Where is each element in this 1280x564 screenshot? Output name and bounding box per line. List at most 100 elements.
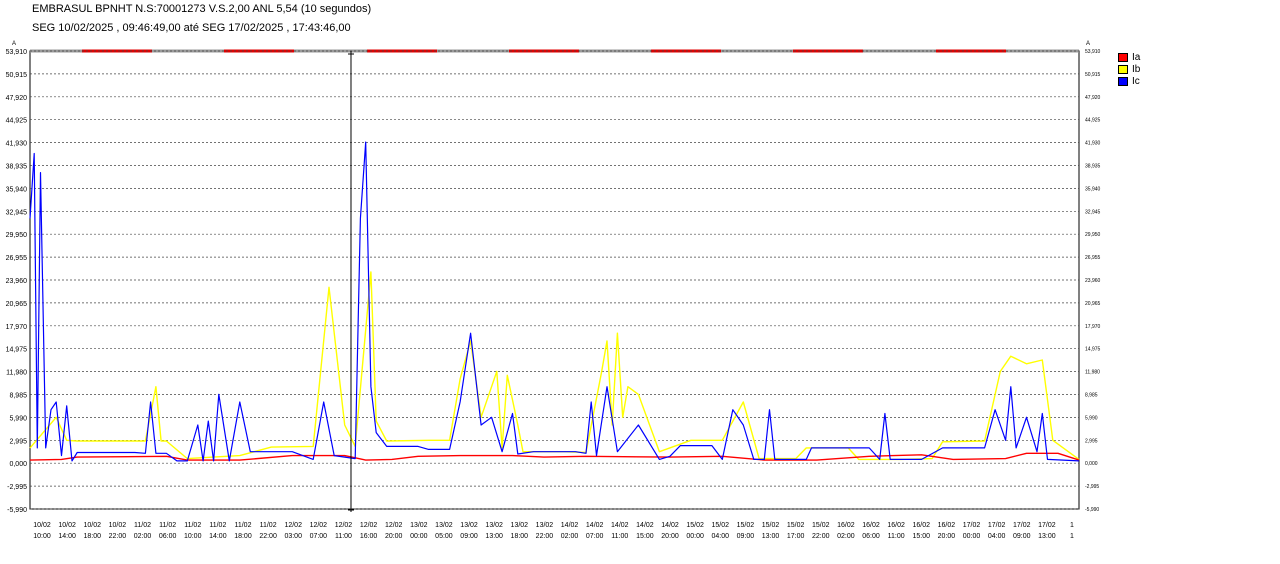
x-tick-label-date: 13/02: [410, 522, 428, 529]
x-tick-label-date: 11/02: [260, 522, 277, 529]
x-tick-label-date: 17/02: [1038, 522, 1056, 529]
x-tick-label-date: 13/02: [485, 522, 503, 529]
y-tick-label-right: 17,970: [1085, 324, 1101, 330]
x-tick-label-time: 09:00: [737, 533, 755, 540]
series-line-ic: [29, 141, 1080, 462]
y-tick-label-left: 26,955: [6, 255, 28, 262]
x-tick-label-date: 12/02: [335, 522, 353, 529]
y-unit-right: A: [1086, 41, 1090, 47]
x-tick-label-date: 16/02: [913, 522, 931, 529]
y-unit-left: A: [12, 41, 16, 47]
x-tick-label-date: 15/02: [686, 522, 704, 529]
x-tick-label-date: 11/02: [184, 522, 201, 529]
chart-title-line-1: EMBRASUL BPNHT N.S:70001273 V.S.2,00 ANL…: [32, 3, 372, 15]
y-tick-label-left: -2,995: [7, 484, 27, 491]
y-tick-label-left: 38,935: [6, 164, 28, 171]
x-tick-label-date: 13/02: [460, 522, 478, 529]
x-tick-label-date: 15/02: [812, 522, 830, 529]
y-tick-label-right: -2,995: [1085, 484, 1099, 490]
y-tick-label-right: 5,990: [1085, 415, 1098, 421]
x-tick-label-date: 14/02: [661, 522, 679, 529]
x-tick-label-date: 14/02: [636, 522, 654, 529]
y-tick-label-right: 2,995: [1085, 438, 1098, 444]
y-tick-label-left: 14,975: [6, 347, 28, 354]
y-tick-label-right: 14,975: [1085, 347, 1101, 353]
y-tick-label-right: 47,920: [1085, 95, 1101, 101]
x-tick-label-date: 14/02: [561, 522, 579, 529]
y-tick-label-right: 32,945: [1085, 209, 1101, 215]
y-tick-label-left: 53,910: [6, 49, 28, 56]
x-tick-label-time: 07:00: [586, 533, 604, 540]
y-tick-label-left: 47,920: [6, 95, 28, 102]
legend-item-ia: Ia: [1118, 51, 1140, 63]
y-tick-label-right: 53,910: [1085, 49, 1101, 55]
y-tick-label-left: 44,925: [6, 118, 28, 125]
y-tick-label-left: 8,985: [9, 393, 27, 400]
x-tick-label-time: 02:00: [134, 533, 152, 540]
x-tick-label-date: 10/02: [58, 522, 76, 529]
x-tick-label-time: 04:00: [988, 533, 1006, 540]
x-tick-label-time: 22:00: [812, 533, 830, 540]
x-tick-label-date: 1: [1070, 522, 1074, 529]
y-tick-label-right: 44,925: [1085, 118, 1101, 124]
x-tick-label-time: 15:00: [636, 533, 654, 540]
chart-legend: Ia Ib Ic: [1118, 51, 1140, 87]
x-tick-label-time: 15:00: [913, 533, 931, 540]
y-tick-label-left: 35,940: [6, 186, 28, 193]
x-tick-label-time: 22:00: [536, 533, 554, 540]
x-tick-label-date: 11/02: [134, 522, 151, 529]
y-tick-label-left: 0,000: [9, 461, 27, 468]
x-tick-label-time: 10:00: [184, 533, 202, 540]
x-tick-label-time: 06:00: [159, 533, 177, 540]
x-tick-label-time: 05:00: [435, 533, 453, 540]
legend-label-ia: Ia: [1132, 51, 1141, 63]
legend-item-ic: Ic: [1118, 75, 1140, 87]
x-tick-label-time: 13:00: [762, 533, 780, 540]
x-tick-label-date: 10/02: [83, 522, 101, 529]
x-tick-label-date: 14/02: [611, 522, 629, 529]
legend-item-ib: Ib: [1118, 63, 1140, 75]
y-tick-label-right: 38,935: [1085, 164, 1101, 170]
x-tick-label-time: 22:00: [259, 533, 277, 540]
x-tick-label-time: 20:00: [661, 533, 679, 540]
x-tick-label-date: 15/02: [712, 522, 730, 529]
x-tick-label-date: 12/02: [360, 522, 378, 529]
x-tick-label-time: 13:00: [1038, 533, 1056, 540]
y-tick-label-right: -5,990: [1085, 507, 1099, 513]
x-tick-label-time: 09:00: [1013, 533, 1031, 540]
x-tick-label-time: 14:00: [58, 533, 76, 540]
y-tick-label-left: 17,970: [6, 324, 28, 331]
x-tick-label-time: 02:00: [837, 533, 855, 540]
y-tick-label-right: 0,000: [1085, 461, 1098, 467]
y-tick-label-right: 20,965: [1085, 301, 1101, 307]
x-tick-label-date: 12/02: [385, 522, 403, 529]
x-tick-label-time: 11:00: [611, 533, 628, 540]
y-tick-label-left: 32,945: [6, 209, 28, 216]
x-tick-label-date: 15/02: [762, 522, 780, 529]
y-tick-label-left: 29,950: [6, 232, 28, 239]
x-tick-label-time: 09:00: [460, 533, 478, 540]
chart-title-line-2: SEG 10/02/2025 , 09:46:49,00 até SEG 17/…: [32, 22, 351, 34]
y-tick-label-left: -5,990: [7, 507, 27, 514]
x-tick-label-date: 12/02: [310, 522, 328, 529]
y-tick-label-left: 23,960: [6, 278, 28, 285]
y-tick-label-right: 23,960: [1085, 278, 1101, 284]
y-tick-label-right: 8,985: [1085, 393, 1098, 399]
x-tick-label-time: 00:00: [686, 533, 704, 540]
x-tick-label-date: 16/02: [862, 522, 880, 529]
x-tick-label-date: 16/02: [887, 522, 905, 529]
x-tick-label-time: 00:00: [963, 533, 981, 540]
x-tick-label-date: 13/02: [435, 522, 453, 529]
series-line-ib: [29, 271, 1080, 461]
x-tick-label-date: 12/02: [284, 522, 302, 529]
x-tick-label-time: 17:00: [787, 533, 805, 540]
y-tick-label-right: 26,955: [1085, 255, 1101, 261]
x-tick-label-date: 10/02: [33, 522, 51, 529]
x-tick-label-date: 13/02: [536, 522, 554, 529]
x-tick-label-date: 16/02: [837, 522, 855, 529]
legend-label-ic: Ic: [1132, 75, 1140, 87]
legend-swatch-ic: [1118, 76, 1128, 86]
y-tick-label-right: 41,930: [1085, 141, 1101, 147]
x-tick-label-date: 11/02: [234, 522, 251, 529]
